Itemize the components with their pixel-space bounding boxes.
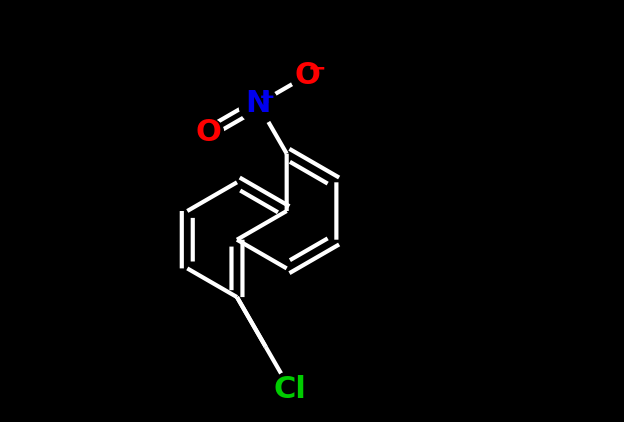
Text: Cl: Cl (274, 375, 306, 403)
Text: O: O (295, 61, 321, 90)
Text: +: + (259, 88, 276, 107)
Text: N: N (245, 89, 271, 119)
Text: O: O (195, 118, 222, 147)
Text: −: − (308, 59, 327, 78)
